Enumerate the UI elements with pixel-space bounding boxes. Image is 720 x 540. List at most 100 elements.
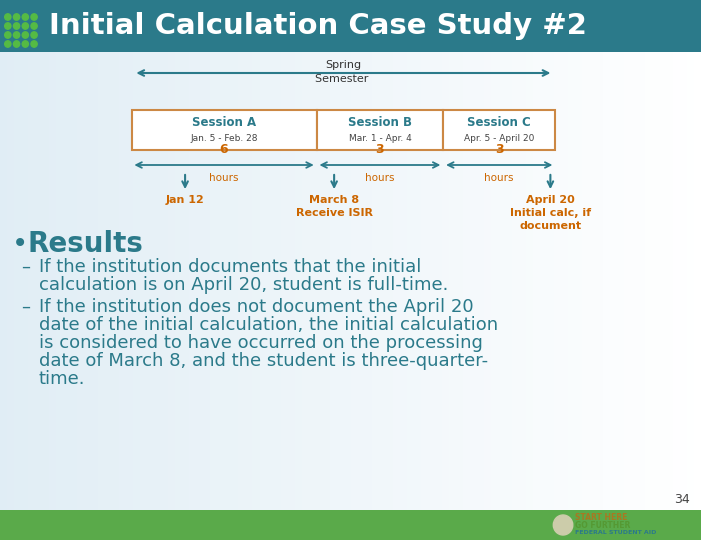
Bar	[77, 52, 84, 510]
Bar	[351, 52, 358, 510]
Bar	[680, 52, 688, 510]
Bar	[225, 52, 231, 510]
Text: is considered to have occurred on the processing: is considered to have occurred on the pr…	[39, 334, 483, 352]
Bar	[533, 52, 540, 510]
Text: date of the initial calculation, the initial calculation: date of the initial calculation, the ini…	[39, 316, 498, 334]
Bar	[281, 52, 287, 510]
Bar	[168, 52, 176, 510]
Text: If the institution does not document the April 20: If the institution does not document the…	[39, 298, 474, 316]
Bar	[444, 110, 555, 150]
Bar	[652, 52, 660, 510]
Bar	[638, 52, 645, 510]
Bar	[274, 52, 281, 510]
Bar	[343, 52, 351, 510]
Bar	[526, 52, 533, 510]
Bar	[575, 52, 582, 510]
Bar	[287, 52, 294, 510]
Circle shape	[22, 23, 29, 29]
Text: time.: time.	[39, 370, 86, 388]
Bar	[673, 52, 680, 510]
Bar	[442, 52, 449, 510]
Circle shape	[14, 32, 19, 38]
Bar	[512, 52, 519, 510]
Text: March 8: March 8	[309, 195, 359, 205]
Bar	[582, 52, 589, 510]
Circle shape	[22, 41, 29, 47]
Text: Session A: Session A	[192, 116, 256, 129]
Bar	[210, 52, 217, 510]
Bar	[140, 52, 148, 510]
Bar	[126, 52, 133, 510]
Bar	[197, 52, 203, 510]
Bar	[49, 52, 56, 510]
Text: START HERE: START HERE	[575, 512, 627, 522]
Bar	[477, 52, 484, 510]
Text: Semester: Semester	[315, 74, 372, 84]
Bar	[0, 510, 701, 540]
Circle shape	[31, 32, 37, 38]
Bar	[589, 52, 596, 510]
Text: Apr. 5 - April 20: Apr. 5 - April 20	[464, 134, 534, 143]
Bar	[182, 52, 189, 510]
Text: Session C: Session C	[467, 116, 531, 129]
Bar	[645, 52, 652, 510]
Bar	[120, 52, 126, 510]
Text: hours: hours	[485, 173, 514, 183]
Text: 6: 6	[220, 143, 228, 156]
Circle shape	[31, 14, 37, 20]
Bar	[132, 110, 317, 150]
Text: GO FURTHER: GO FURTHER	[575, 521, 630, 530]
Bar	[0, 0, 701, 52]
Bar	[386, 52, 393, 510]
Bar	[393, 52, 400, 510]
Bar	[337, 52, 343, 510]
Text: date of March 8, and the student is three-quarter-: date of March 8, and the student is thre…	[39, 352, 488, 370]
Bar	[484, 52, 491, 510]
Bar	[414, 52, 420, 510]
Bar	[519, 52, 526, 510]
Bar	[666, 52, 673, 510]
Bar	[330, 52, 337, 510]
Text: Spring: Spring	[325, 60, 361, 70]
Circle shape	[4, 23, 11, 29]
Bar	[189, 52, 197, 510]
Text: –: –	[22, 258, 30, 276]
Circle shape	[31, 41, 37, 47]
Bar	[56, 52, 63, 510]
Bar	[315, 52, 323, 510]
Bar	[449, 52, 456, 510]
Bar	[42, 52, 49, 510]
Bar	[154, 52, 161, 510]
Bar	[105, 52, 112, 510]
Bar	[554, 52, 561, 510]
Bar	[400, 52, 407, 510]
Circle shape	[14, 14, 19, 20]
Bar	[112, 52, 120, 510]
Circle shape	[14, 23, 19, 29]
Bar	[28, 52, 35, 510]
Circle shape	[22, 32, 29, 38]
Bar	[246, 52, 253, 510]
Bar	[610, 52, 617, 510]
Bar	[98, 52, 105, 510]
Circle shape	[14, 41, 19, 47]
Bar	[660, 52, 666, 510]
Bar	[259, 52, 266, 510]
Bar	[148, 52, 154, 510]
Bar	[631, 52, 638, 510]
Bar	[435, 52, 442, 510]
Bar	[498, 52, 505, 510]
Bar	[365, 52, 372, 510]
Bar	[70, 52, 77, 510]
Circle shape	[22, 14, 29, 20]
Bar	[694, 52, 701, 510]
Bar	[603, 52, 610, 510]
Bar	[379, 52, 386, 510]
Bar	[491, 52, 498, 510]
Circle shape	[4, 41, 11, 47]
Bar	[84, 52, 91, 510]
Bar	[617, 52, 624, 510]
Bar	[203, 52, 210, 510]
Bar	[91, 52, 98, 510]
Bar	[176, 52, 182, 510]
